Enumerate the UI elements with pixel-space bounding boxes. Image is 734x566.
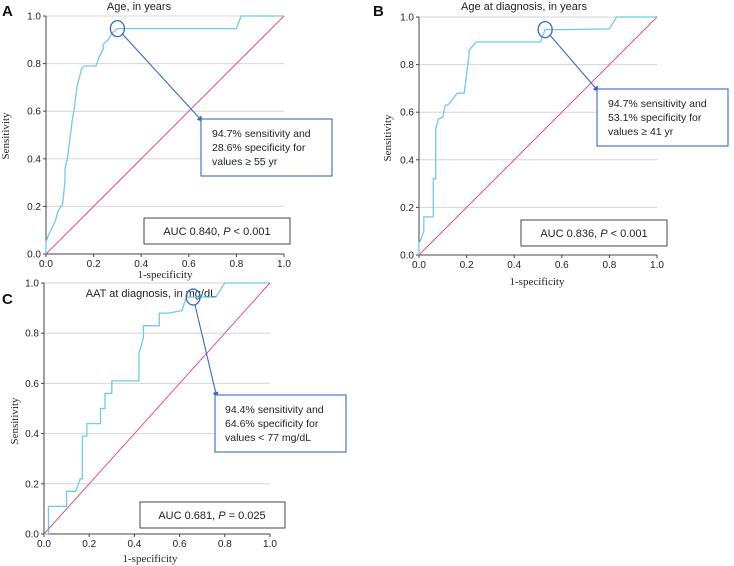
annotation-line: 64.6% specificity for [225, 418, 319, 430]
p-symbol: P [218, 510, 226, 522]
y-axis-label: Sensitivity [0, 112, 12, 160]
plot-area: 0.0 0.2 0.4 0.6 0.8 1.0 0.0 0.2 0.4 0.6 0.8 1.0 [25, 279, 277, 551]
auc-value: AUC 0.836, [540, 228, 600, 240]
y-tick-label: 0.2 [400, 203, 414, 214]
y-tick-label: 0.0 [25, 530, 39, 541]
auc-label: AUC 0.840, P < 0.001 [163, 226, 270, 238]
reference-line [418, 16, 658, 256]
panel-letter: C [2, 291, 13, 308]
p-symbol: P [223, 226, 231, 238]
x-tick-label: 0.6 [173, 539, 187, 550]
auc-value: AUC 0.681, [158, 510, 218, 522]
x-axis-label: 1-specificity [138, 269, 193, 281]
x-tick-label: 0.2 [82, 539, 96, 550]
annotation-line: values ≥ 55 yr [212, 156, 278, 168]
annotation-line: 94.4% sensitivity and [225, 404, 324, 416]
optimal-cutoff-marker [537, 20, 553, 39]
optimal-cutoff-marker [109, 19, 126, 38]
panel-c: C AAT at diagnosis, in mg/dL 1-specifici… [2, 279, 347, 565]
optimal-cutoff-marker [185, 288, 201, 306]
x-tick-label: 0.8 [602, 260, 616, 271]
panel-letter: A [2, 3, 13, 20]
reference-line [45, 15, 285, 255]
y-tick-label: 1.0 [25, 279, 39, 290]
y-tick-label: 0.0 [400, 251, 414, 262]
auc-box [520, 219, 668, 247]
y-tick-label: 0.2 [25, 479, 39, 490]
annotation-box [214, 394, 347, 453]
chart-title: Age at diagnosis, in years [461, 1, 587, 13]
panel-letter: B [373, 3, 384, 20]
x-tick-label: 0.6 [182, 259, 196, 270]
x-tick-label: 0.4 [127, 539, 141, 550]
y-tick-label: 1.0 [27, 12, 41, 23]
reference-line [43, 282, 271, 535]
x-tick-label: 0.0 [37, 539, 51, 550]
annotation-arrow [194, 304, 218, 399]
x-tick-label: 0.4 [134, 259, 148, 270]
p-value: < 0.001 [231, 226, 271, 238]
y-tick-label: 0.4 [400, 155, 414, 166]
y-tick-label: 1.0 [400, 13, 414, 24]
annotation-line: 94.7% sensitivity and [212, 128, 311, 140]
auc-value: AUC 0.840, [163, 226, 223, 238]
x-tick-label: 0.2 [87, 259, 101, 270]
y-tick-label: 0.8 [25, 329, 39, 340]
chart-title: Age, in years [107, 1, 172, 13]
chart-title: AAT at diagnosis, in mg/dL [86, 288, 216, 300]
y-tick-label: 0.6 [27, 107, 41, 118]
y-tick-label: 0.8 [27, 59, 41, 70]
p-symbol: P [600, 228, 608, 240]
x-tick-label: 0.6 [555, 260, 569, 271]
y-axis-label: Sensitivity [9, 397, 21, 445]
y-tick-label: 0.4 [27, 154, 41, 165]
x-tick-label: 1.0 [263, 539, 277, 550]
annotation-line: 94.7% sensitivity and [608, 98, 707, 110]
roc-curve [418, 16, 657, 255]
x-tick-label: 0.0 [412, 260, 426, 271]
plot-area: 0.0 0.2 0.4 0.6 0.8 1.0 0.0 0.2 0.4 0.6 0.8 1.0 [27, 12, 291, 271]
panel-a: A Age, in years 1-specificity Sensitivit… [0, 1, 333, 281]
plot-area: 0.0 0.2 0.4 0.6 0.8 1.0 0.0 0.2 0.4 0.6 0.8 1.0 [400, 13, 664, 272]
x-tick-label: 0.4 [507, 260, 521, 271]
annotation-arrow [122, 33, 204, 123]
annotation-line: values < 77 mg/dL [225, 432, 311, 444]
x-axis-label: 1-specificity [123, 553, 178, 565]
x-tick-label: 0.8 [229, 259, 243, 270]
annotation-line: 28.6% specificity for [212, 142, 306, 154]
annotation-line: values ≥ 41 yr [608, 126, 674, 138]
y-tick-label: 0.4 [25, 429, 39, 440]
auc-box [139, 501, 286, 529]
y-tick-label: 0.2 [27, 202, 41, 213]
auc-label: AUC 0.836, P < 0.001 [540, 228, 647, 240]
panel-b: B Age at diagnosis, in years 1-specifici… [373, 1, 729, 288]
y-tick-label: 0.0 [27, 250, 41, 261]
annotation-box [596, 88, 729, 147]
roc-curve [44, 282, 270, 535]
auc-box [143, 217, 291, 245]
y-tick-label: 0.6 [400, 108, 414, 119]
y-tick-label: 0.8 [400, 60, 414, 71]
y-axis-label: Sensitivity [382, 114, 394, 162]
x-tick-label: 1.0 [650, 260, 664, 271]
auc-label: AUC 0.681, P = 0.025 [158, 510, 265, 522]
x-tick-label: 0.0 [39, 259, 53, 270]
y-tick-label: 0.6 [25, 379, 39, 390]
p-value: = 0.025 [226, 510, 266, 522]
x-tick-label: 0.2 [460, 260, 474, 271]
p-value: < 0.001 [608, 228, 648, 240]
annotation-arrow [549, 34, 600, 93]
annotation-box [200, 118, 333, 177]
roc-curve [45, 15, 284, 254]
annotation-line: 53.1% specificity for [608, 112, 702, 124]
x-tick-label: 1.0 [277, 259, 291, 270]
x-tick-label: 0.8 [218, 539, 232, 550]
x-axis-label: 1-specificity [510, 276, 565, 288]
